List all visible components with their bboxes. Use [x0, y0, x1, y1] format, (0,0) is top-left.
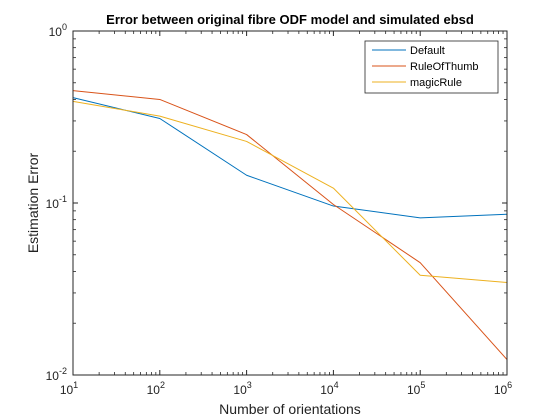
x-tick-label: 105	[407, 380, 425, 397]
y-tick-label: 100	[49, 22, 67, 39]
x-tick-label: 103	[233, 380, 251, 397]
legend-label-magicrule: magicRule	[410, 77, 462, 89]
x-tick-label: 106	[494, 380, 512, 397]
series-line-default	[72, 97, 508, 219]
plot-frame	[72, 30, 508, 376]
chart-title: Error between original fibre ODF model a…	[106, 12, 474, 27]
series-line-ruleofthumb	[72, 90, 508, 360]
x-axis-label: Number of orientations	[219, 401, 361, 417]
y-tick-labels: 10-2 10-1 100	[46, 22, 67, 383]
legend-items: Default RuleOfThumb magicRule	[372, 45, 478, 89]
y-tick-label: 10-2	[46, 366, 67, 383]
legend-label-default: Default	[410, 45, 445, 57]
x-tick-label: 104	[320, 380, 338, 397]
x-tick-labels: 101 102 103 104 105 106	[60, 380, 512, 397]
legend: Default RuleOfThumb magicRule	[364, 40, 499, 94]
series-group	[72, 90, 508, 360]
x-tick-label: 102	[147, 380, 165, 397]
x-tick-label: 101	[60, 380, 78, 397]
y-tick-label: 10-1	[46, 194, 67, 211]
series-line-magicrule	[72, 100, 508, 283]
y-axis-label: Estimation Error	[25, 152, 41, 253]
legend-label-ruleofthumb: RuleOfThumb	[410, 61, 478, 73]
